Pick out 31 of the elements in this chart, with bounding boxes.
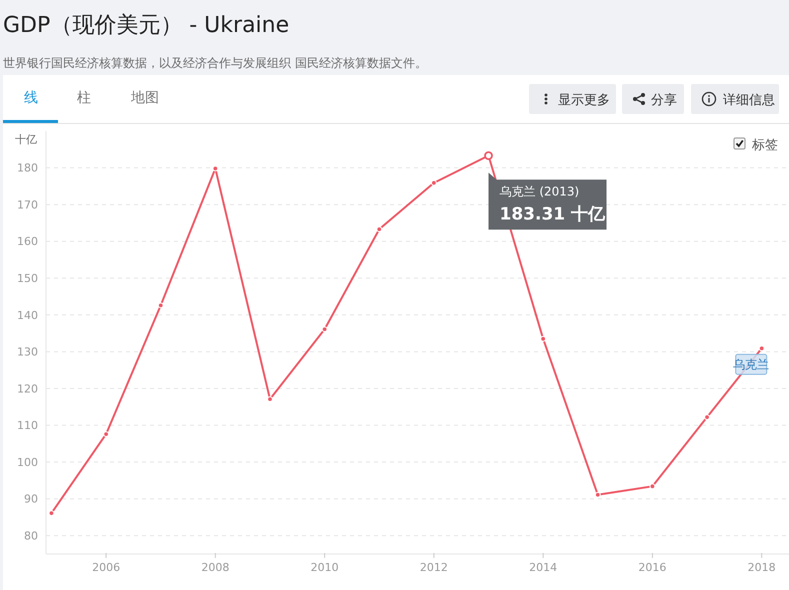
annotation: 标签: [751, 138, 778, 153]
text: 显示更多: [558, 93, 610, 108]
x-tick-label: 2012: [420, 561, 448, 574]
y-tick-label: 130: [17, 346, 38, 359]
point: [704, 414, 710, 420]
y-axis-title: 十亿: [15, 133, 37, 146]
x-tick-label: 2006: [92, 561, 120, 574]
x-tick-label: 2008: [201, 561, 230, 574]
y-tick-label: 100: [17, 456, 38, 469]
text: 地图: [130, 90, 159, 106]
series-label: 乌克兰: [733, 357, 770, 372]
text: 分享: [651, 92, 677, 108]
y-tick-label: 180: [17, 162, 38, 175]
x-tick-label: 2010: [310, 561, 339, 574]
text: 线: [24, 90, 38, 106]
text: 柱: [77, 90, 91, 106]
chart-title: GDP（现价美元） - Ukraine: [3, 13, 290, 38]
y-tick-label: 80: [24, 529, 38, 542]
annotation: 乌克兰 (2013) 183.31 十亿: [500, 184, 606, 225]
y-tick-label: 110: [17, 419, 38, 432]
y-tick-label: 150: [17, 272, 38, 285]
y-tick-label: 170: [17, 198, 38, 212]
y-tick-label: 120: [17, 382, 38, 396]
x-tick-label: 2014: [529, 561, 558, 574]
y-tick-label: 160: [17, 235, 38, 248]
chart-subtitle: 世界银行国民经济核算数据，以及经济合作与发展组织 国民经济核算数据文件。: [3, 56, 427, 70]
y-tick-label: 90: [24, 492, 38, 506]
x-tick-label: 2016: [638, 561, 666, 574]
x-tick-label: 2018: [748, 561, 776, 574]
text: 详细信息: [723, 93, 775, 108]
y-tick-label: 140: [17, 308, 38, 322]
